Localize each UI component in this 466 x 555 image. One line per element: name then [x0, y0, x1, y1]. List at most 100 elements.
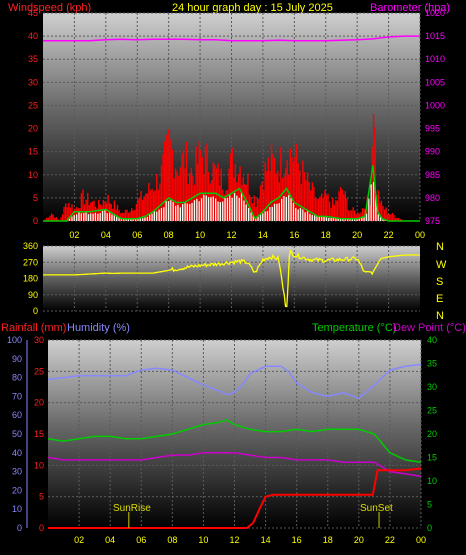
compass-n-bottom: N: [436, 310, 444, 322]
avg-wind-bar: [167, 201, 170, 221]
gust-bar: [380, 200, 383, 221]
gust-bar: [211, 180, 213, 221]
avg-wind-bar: [351, 219, 353, 221]
gust-bar: [272, 153, 274, 221]
gust-bar: [137, 198, 139, 221]
gust-bar: [333, 204, 335, 221]
barometer-y-tick-label: 1015: [425, 31, 445, 41]
climate-x-tick-label: 22: [385, 535, 395, 545]
wind-lines: [43, 35, 420, 222]
wind-x-tick-label: 12: [226, 230, 236, 240]
direction-y-ticks: 0 90 180 270 360: [23, 241, 38, 316]
avg-wind-bar: [106, 213, 108, 221]
gust-bar: [297, 163, 299, 221]
avg-wind-bar: [332, 217, 335, 221]
gust-bar: [332, 197, 334, 221]
avg-wind-bar: [200, 198, 203, 221]
gust-bar: [245, 184, 247, 221]
gust-bar: [153, 191, 155, 221]
barometer-y-tick-label: 975: [425, 216, 440, 226]
avg-wind-bar: [120, 218, 123, 221]
avg-wind-bar: [233, 193, 236, 221]
gust-bar: [262, 190, 265, 221]
humidity-y-tick-label: 50: [12, 429, 22, 439]
gust-bar: [306, 172, 309, 221]
gust-bar: [280, 147, 282, 221]
gust-bar: [291, 157, 293, 221]
avg-wind-bar: [365, 213, 368, 221]
gust-bar: [341, 189, 343, 221]
gust-bar: [383, 209, 386, 221]
avg-wind-bar: [328, 218, 330, 221]
wind-y-tick-label: 40: [28, 31, 38, 41]
avg-wind-bar: [314, 215, 316, 221]
avg-wind-bar: [118, 217, 120, 221]
avg-wind-bar: [238, 197, 240, 221]
gust-bar: [247, 173, 249, 221]
gust-bar: [46, 217, 48, 221]
gust-bar: [160, 165, 163, 221]
climate-x-tick-label: 06: [136, 535, 146, 545]
avg-wind-bar: [170, 200, 172, 221]
gust-bar: [338, 191, 340, 221]
avg-wind-bar: [335, 217, 337, 221]
avg-wind-bar: [316, 216, 318, 221]
gust-bar: [105, 203, 108, 221]
climate-x-tick-label: 00: [416, 535, 426, 545]
avg-wind-bar: [198, 201, 200, 221]
avg-wind-bar: [219, 202, 221, 221]
avg-wind-bar: [153, 211, 155, 221]
avg-wind-bar: [207, 197, 210, 221]
rain-y-tick-label: 10: [34, 460, 44, 470]
wind-x-tick-label: 22: [384, 230, 394, 240]
gust-bar: [170, 139, 172, 221]
gust-bar: [324, 190, 326, 221]
gust-bar: [311, 182, 313, 221]
gust-bar: [317, 198, 320, 221]
temperature-y-tick-label: 30: [427, 382, 437, 392]
gust-bar: [278, 182, 280, 221]
temperature-y-tick-label: 35: [427, 359, 437, 369]
gust-bar: [168, 128, 171, 221]
gust-bar: [322, 198, 324, 221]
gust-bar: [237, 173, 240, 221]
avg-wind-bar: [191, 202, 193, 221]
gust-bar: [344, 191, 346, 221]
avg-wind-bar: [264, 211, 266, 221]
gust-bar: [96, 208, 98, 221]
gust-bar: [207, 171, 210, 221]
sun-markers: SunRise SunSet: [113, 503, 393, 528]
avg-wind-bar: [240, 192, 243, 221]
avg-wind-bar: [212, 196, 214, 221]
wind-x-ticks: 02 04 06 08 10 12 14 16 18 20 22 00: [69, 230, 425, 240]
gust-bar: [131, 208, 133, 221]
avg-wind-bar: [151, 213, 153, 221]
gust-bar: [49, 215, 51, 221]
gust-bar: [244, 184, 246, 221]
gust-bar: [138, 197, 141, 221]
gust-bar: [52, 214, 54, 221]
compass-s: S: [436, 276, 443, 288]
gust-bar: [148, 183, 150, 221]
gust-bar: [123, 213, 125, 221]
gust-bar: [300, 184, 302, 221]
rainfall-axis-title: Rainfall (mm): [1, 322, 66, 334]
gust-bar: [101, 205, 103, 221]
gust-bar: [302, 160, 304, 221]
avg-wind-bar: [231, 197, 233, 221]
avg-wind-bar: [257, 216, 259, 221]
avg-wind-bar: [354, 218, 356, 221]
gust-bar: [112, 208, 114, 221]
climate-x-tick-label: 14: [261, 535, 271, 545]
barometer-y-tick-label: 1020: [425, 8, 445, 18]
humidity-y-tick-label: 0: [17, 523, 22, 533]
gust-bar: [85, 199, 87, 221]
avg-wind-bar: [94, 212, 97, 221]
avg-wind-bar: [342, 218, 344, 221]
climate-x-tick-label: 16: [292, 535, 302, 545]
gust-bar: [295, 144, 298, 221]
gust-bar: [360, 212, 362, 221]
wind-y-ticks: 0 5 10 15 20 25 30 35 40 45: [28, 8, 38, 226]
avg-wind-bar: [318, 216, 320, 221]
